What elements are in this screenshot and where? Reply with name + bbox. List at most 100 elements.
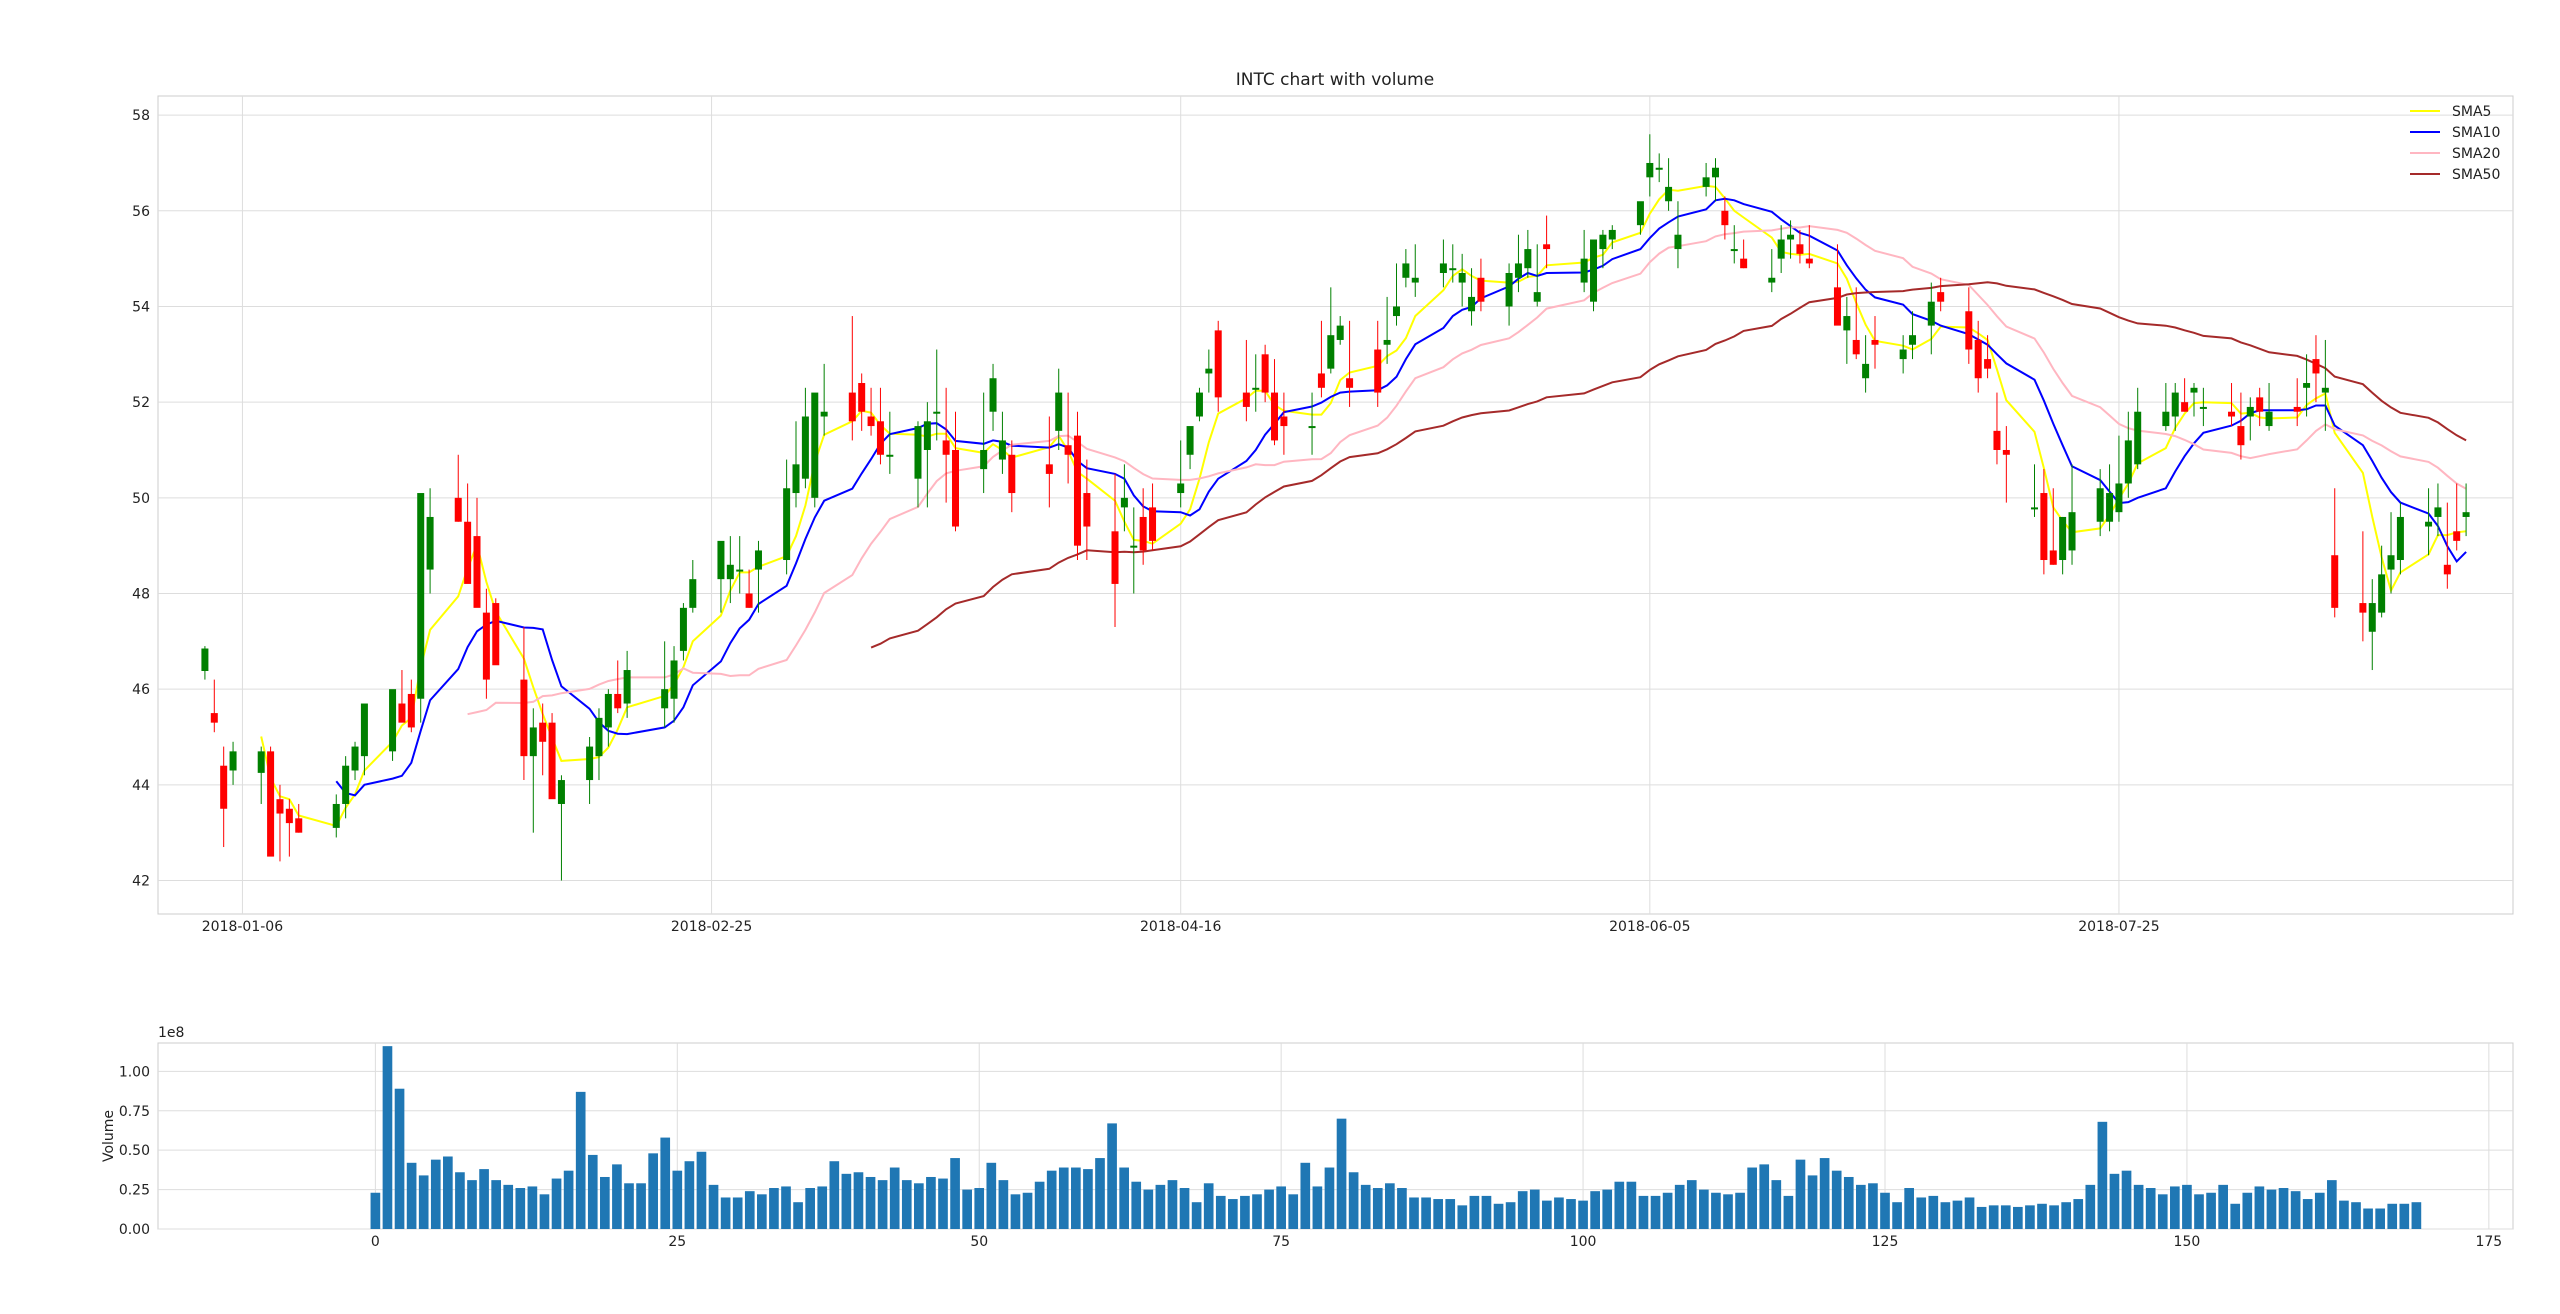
volume-bar	[1143, 1189, 1154, 1229]
candle	[2321, 339, 2329, 431]
volume-bar	[1723, 1194, 1733, 1229]
candle-body	[2030, 507, 2038, 510]
candle-body	[2115, 483, 2123, 513]
volume-bar	[841, 1173, 852, 1229]
volume-bar	[1662, 1192, 1673, 1229]
candle	[1139, 488, 1147, 565]
volume-bars	[370, 1046, 2422, 1229]
candle-body	[360, 703, 368, 757]
candle	[1186, 426, 1194, 470]
candle-body	[1411, 277, 1419, 283]
candle	[679, 603, 687, 661]
candle	[1730, 225, 1738, 264]
candle	[1974, 320, 1982, 393]
candle-body	[679, 607, 687, 651]
candle-body	[1130, 545, 1138, 548]
volume-bar	[1843, 1176, 1854, 1229]
candle-body	[2190, 387, 2198, 393]
volume-bar	[1759, 1164, 1770, 1229]
candle-body	[351, 746, 359, 771]
candle-body	[2312, 359, 2320, 374]
candle-body	[2462, 512, 2470, 517]
candle	[389, 689, 397, 761]
candle	[1045, 416, 1053, 508]
volume-bar	[1336, 1118, 1347, 1229]
candle-body	[1787, 234, 1795, 240]
candle-body	[1468, 296, 1476, 312]
candle	[220, 746, 228, 848]
candle	[1899, 335, 1907, 374]
candle-body	[1439, 263, 1447, 273]
candle	[1543, 215, 1551, 269]
candle	[1374, 320, 1382, 407]
candle-body	[661, 689, 669, 709]
candle-body	[1533, 292, 1541, 302]
volume-bar	[443, 1156, 453, 1229]
volume-bar	[2145, 1188, 2156, 1229]
candle	[614, 660, 622, 714]
volume-bar	[648, 1153, 658, 1229]
candle-body	[1055, 392, 1063, 431]
candle-body	[1543, 244, 1551, 250]
volume-bar	[1988, 1205, 1999, 1229]
candle	[2246, 397, 2254, 441]
candle-body	[1261, 354, 1269, 393]
candle-body	[745, 593, 753, 608]
candle-body	[2181, 402, 2189, 412]
volume-bar	[2206, 1192, 2216, 1229]
candle-body	[2303, 383, 2311, 388]
candle	[1965, 287, 1973, 364]
candle-body	[614, 693, 622, 709]
candle-body	[670, 660, 678, 699]
volume-y-tick-label: 0.00	[119, 1222, 150, 1238]
volume-bar	[1264, 1189, 1274, 1229]
volume-bar	[1807, 1175, 1818, 1229]
price-y-tick-label: 50	[132, 491, 150, 507]
candle	[2425, 488, 2433, 556]
candle-body	[623, 670, 631, 704]
candle	[2124, 411, 2132, 498]
candle	[1261, 344, 1269, 403]
candle	[2171, 383, 2179, 431]
candle	[745, 569, 753, 608]
candle	[1599, 229, 1607, 269]
candle	[717, 540, 725, 613]
candle-body	[1909, 335, 1917, 345]
volume-bar	[1602, 1189, 1613, 1229]
volume-bar	[1976, 1206, 1987, 1229]
candle-body	[1505, 272, 1513, 307]
price-y-tick-label: 46	[132, 682, 150, 698]
candle	[1205, 349, 1213, 393]
volume-x-tick-label: 25	[668, 1234, 686, 1250]
legend-label-sma20: SMA20	[2452, 146, 2500, 162]
candle-body	[2368, 603, 2376, 632]
volume-bar	[1385, 1183, 1395, 1229]
candle-body	[1186, 426, 1194, 455]
candle-body	[1852, 339, 1860, 355]
volume-bar	[1022, 1192, 1033, 1229]
candle	[342, 756, 350, 819]
candle	[2068, 464, 2076, 565]
volume-panel: 0.00 0.25 0.50 0.75 1.00 0 25 50 75 100 125 150 175…	[101, 1025, 2514, 1250]
volume-y-tick-label: 0.25	[119, 1183, 150, 1199]
candle	[942, 387, 950, 503]
candle	[473, 497, 481, 608]
candle-body	[276, 799, 284, 814]
candle	[2162, 383, 2170, 431]
candle-body	[1280, 416, 1288, 427]
volume-bar	[889, 1167, 900, 1229]
candle	[989, 363, 997, 431]
volume-bar	[1674, 1184, 1685, 1229]
candle	[2387, 512, 2395, 594]
candle	[1711, 158, 1719, 202]
candle-body	[1862, 363, 1870, 379]
candle	[1514, 234, 1522, 293]
candle	[1833, 244, 1841, 326]
candle-body	[1871, 339, 1879, 345]
candle	[1477, 258, 1485, 312]
candle	[2434, 483, 2442, 537]
volume-bar	[1155, 1184, 1166, 1229]
candle-body	[539, 722, 547, 742]
candle	[482, 588, 490, 699]
